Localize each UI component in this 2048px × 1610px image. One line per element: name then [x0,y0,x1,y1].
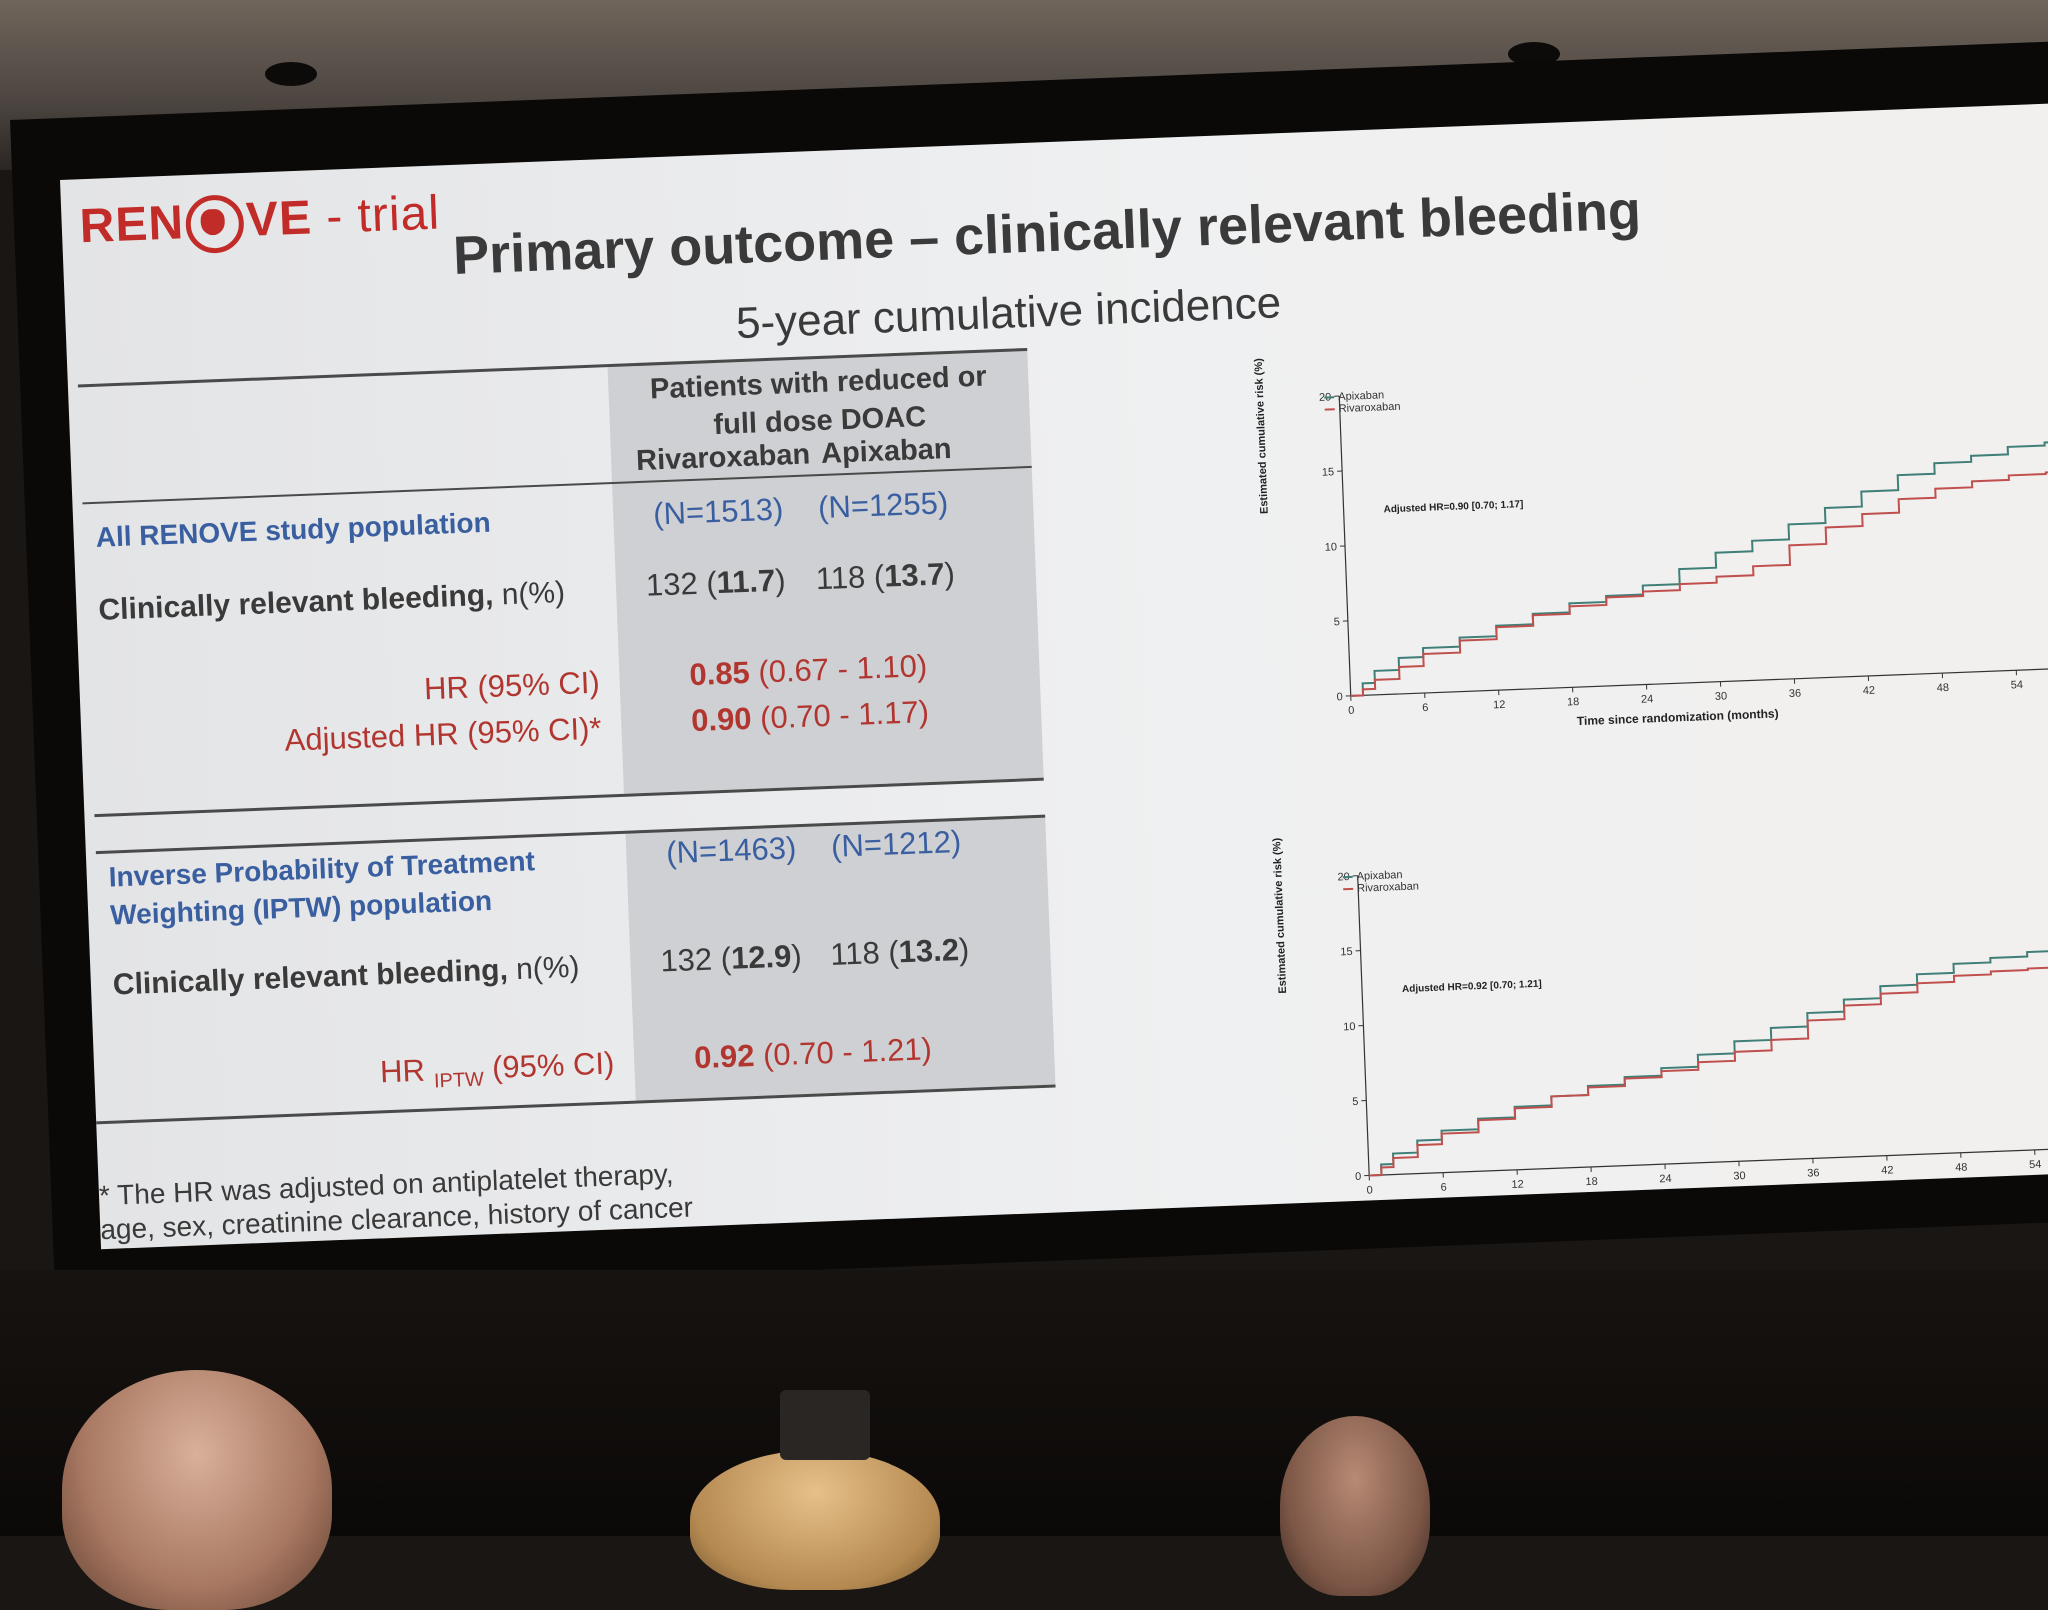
y-tick-label: 15 [1322,466,1335,478]
rivaroxaban-outcome: 132 (12.9) [660,938,803,979]
lung-logo-icon [185,194,245,254]
x-tick-label: 30 [1715,690,1728,702]
table-bottom-rule [94,778,1043,817]
apixaban-n: (N=1255) [817,485,948,526]
iptw-hr-label: HR IPTW (95% CI) [204,1045,615,1102]
y-tick-label: 5 [1334,616,1341,628]
audience-head [62,1370,332,1610]
km-chart-iptw-population: 05101520061218243036424854 Estimated cum… [1301,811,2048,1232]
x-tick-label: 54 [2029,1159,2042,1171]
x-tick-label: 18 [1585,1176,1598,1188]
y-tick-label: 0 [1336,691,1343,703]
rivaroxaban-outcome: 132 (11.7) [645,562,786,603]
y-tick-label: 10 [1325,541,1338,553]
x-tick-label: 30 [1733,1170,1746,1182]
y-tick-label: 10 [1343,1021,1356,1033]
chart-legend: Apixaban Rivaroxaban [1342,868,1419,895]
x-tick-label: 12 [1511,1179,1524,1191]
series-line-rivaroxaban [1362,966,2048,1176]
x-tick-label: 24 [1659,1173,1672,1185]
hr-label: HR (95% CI) [189,665,600,717]
x-tick-label: 0 [1366,1184,1373,1196]
y-tick-label: 5 [1352,1096,1359,1108]
x-tick-label: 42 [1881,1164,1894,1176]
ceiling-light-icon [265,62,317,86]
x-tick-label: 6 [1440,1182,1447,1194]
rivaroxaban-n: (N=1513) [653,491,784,532]
audience-head [1280,1416,1430,1596]
x-tick-label: 24 [1641,693,1654,705]
stage-monitor [780,1390,870,1460]
auditorium-foreground [0,1270,2048,1536]
y-tick-label: 0 [1355,1171,1362,1183]
results-table-all-population: Patients with reduced or full dose DOAC … [78,348,1044,824]
y-axis-label: Estimated cumulative risk (%) [1271,838,1289,994]
apixaban-outcome: 118 (13.2) [830,932,970,973]
x-tick-label: 42 [1863,685,1876,697]
column-header-apixaban: Apixaban [820,433,952,471]
outcome-label: Clinically relevant bleeding, n(%) [98,576,566,628]
legend-swatch-apixaban [1324,396,1334,398]
x-tick-label: 54 [2010,679,2023,691]
legend-swatch-rivaroxaban [1325,408,1335,410]
slide-title: Primary outcome – clinically relevant bl… [452,179,1642,287]
x-tick-label: 18 [1567,696,1580,708]
rivaroxaban-n: (N=1463) [666,830,797,871]
legend-swatch-rivaroxaban [1343,888,1353,890]
population-label: All RENOVE study population [95,507,491,554]
chart-legend: Apixaban Rivaroxaban [1324,389,1401,416]
x-tick-label: 48 [1937,682,1950,694]
audience-head [690,1450,940,1590]
x-tick-label: 6 [1422,702,1429,714]
apixaban-outcome: 118 (13.7) [815,556,955,597]
outcome-label: Clinically relevant bleeding, n(%) [112,951,580,1003]
x-tick-label: 12 [1493,699,1506,711]
x-axis-line [1369,1147,2048,1175]
km-chart-all-population: 05101520061218243036424854 Estimated cum… [1283,332,2048,753]
slide-subtitle: 5-year cumulative incidence [735,278,1282,349]
y-axis-label: Estimated cumulative risk (%) [1253,358,1271,514]
y-tick-label: 15 [1340,946,1353,958]
column-header-rivaroxaban: Rivaroxaban [636,438,811,478]
x-tick-label: 48 [1955,1162,1968,1174]
x-tick-label: 36 [1789,688,1802,700]
adjusted-hr-label: Adjusted HR (95% CI)* [191,711,602,763]
series-line-apixaban [1342,441,2048,696]
apixaban-n: (N=1212) [830,824,961,865]
x-tick-label: 0 [1348,705,1355,717]
legend-swatch-apixaban [1343,876,1353,878]
x-tick-label: 36 [1807,1167,1820,1179]
